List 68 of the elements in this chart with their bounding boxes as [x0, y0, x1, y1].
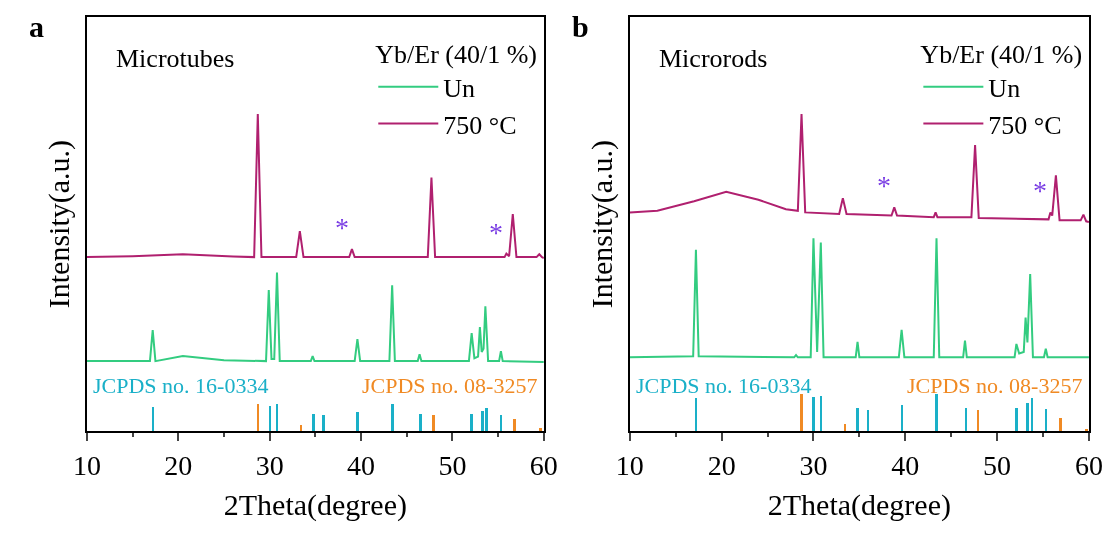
- bar: [390, 404, 394, 432]
- bar: [484, 408, 488, 432]
- annotation: *: [1033, 175, 1047, 206]
- bar: [299, 425, 302, 432]
- series-label: JCPDS no. 16-0334: [636, 373, 812, 398]
- bar: [311, 414, 315, 432]
- bar: [934, 394, 938, 432]
- x-tick-label: 20: [707, 449, 736, 481]
- bar: [480, 411, 484, 432]
- legend-label: 750 °C: [443, 110, 517, 140]
- bar: [275, 404, 278, 432]
- bar: [694, 398, 697, 432]
- x-tick-label: 10: [615, 449, 644, 481]
- bar: [1084, 429, 1088, 432]
- bar: [268, 406, 271, 432]
- legend-title: Yb/Er (40/1 %): [920, 40, 1083, 70]
- bar: [512, 419, 516, 432]
- series-label: JCPDS no. 08-3257: [907, 373, 1083, 398]
- bar: [499, 415, 502, 432]
- x-tick-label: 60: [529, 449, 558, 481]
- bar: [819, 396, 822, 432]
- text: Microtubes: [116, 44, 235, 73]
- bar: [256, 404, 259, 432]
- bar: [1030, 398, 1033, 432]
- bar: [538, 428, 542, 432]
- annotation: *: [489, 217, 503, 248]
- bar: [321, 415, 325, 432]
- x-tick-label: 60: [1074, 449, 1103, 481]
- bar: [811, 397, 815, 432]
- y-axis-title: Intensity(a.u.): [585, 139, 620, 309]
- text: Microrods: [659, 44, 768, 73]
- bar: [151, 407, 154, 432]
- x-tick-label: 40: [891, 449, 920, 481]
- x-tick-label: 10: [72, 449, 101, 481]
- x-tick-label: 30: [255, 449, 284, 481]
- x-tick-label: 50: [983, 449, 1012, 481]
- bar: [855, 408, 859, 432]
- x-axis-title: 2Theta(degree): [223, 487, 407, 522]
- x-tick-label: 20: [164, 449, 193, 481]
- bar: [900, 405, 903, 432]
- bar: [469, 414, 473, 432]
- chart-title: a: [29, 10, 44, 43]
- annotation: *: [877, 170, 891, 201]
- bar: [1044, 409, 1047, 432]
- bar: [355, 412, 359, 432]
- bar: [866, 410, 869, 432]
- y-axis-title: Intensity(a.u.): [42, 139, 77, 309]
- legend-label: Un: [443, 73, 476, 103]
- bar: [431, 415, 435, 432]
- legend-label: 750 °C: [988, 110, 1062, 140]
- bar: [1058, 418, 1062, 432]
- bar: [976, 410, 979, 432]
- bar: [799, 394, 803, 432]
- legend-label: Un: [988, 73, 1021, 103]
- bar: [1014, 408, 1018, 432]
- series-label: JCPDS no. 08-3257: [362, 373, 538, 398]
- bar: [843, 424, 846, 432]
- x-tick-label: 50: [438, 449, 467, 481]
- annotation: *: [335, 212, 349, 243]
- x-axis-title: 2Theta(degree): [767, 487, 951, 522]
- legend-title: Yb/Er (40/1 %): [375, 40, 538, 70]
- bar: [418, 414, 422, 432]
- bar: [964, 408, 967, 432]
- chart-title: b: [572, 10, 589, 43]
- x-tick-label: 30: [799, 449, 828, 481]
- series-label: JCPDS no. 16-0334: [93, 373, 269, 398]
- bar: [1025, 403, 1029, 432]
- x-tick-label: 40: [347, 449, 376, 481]
